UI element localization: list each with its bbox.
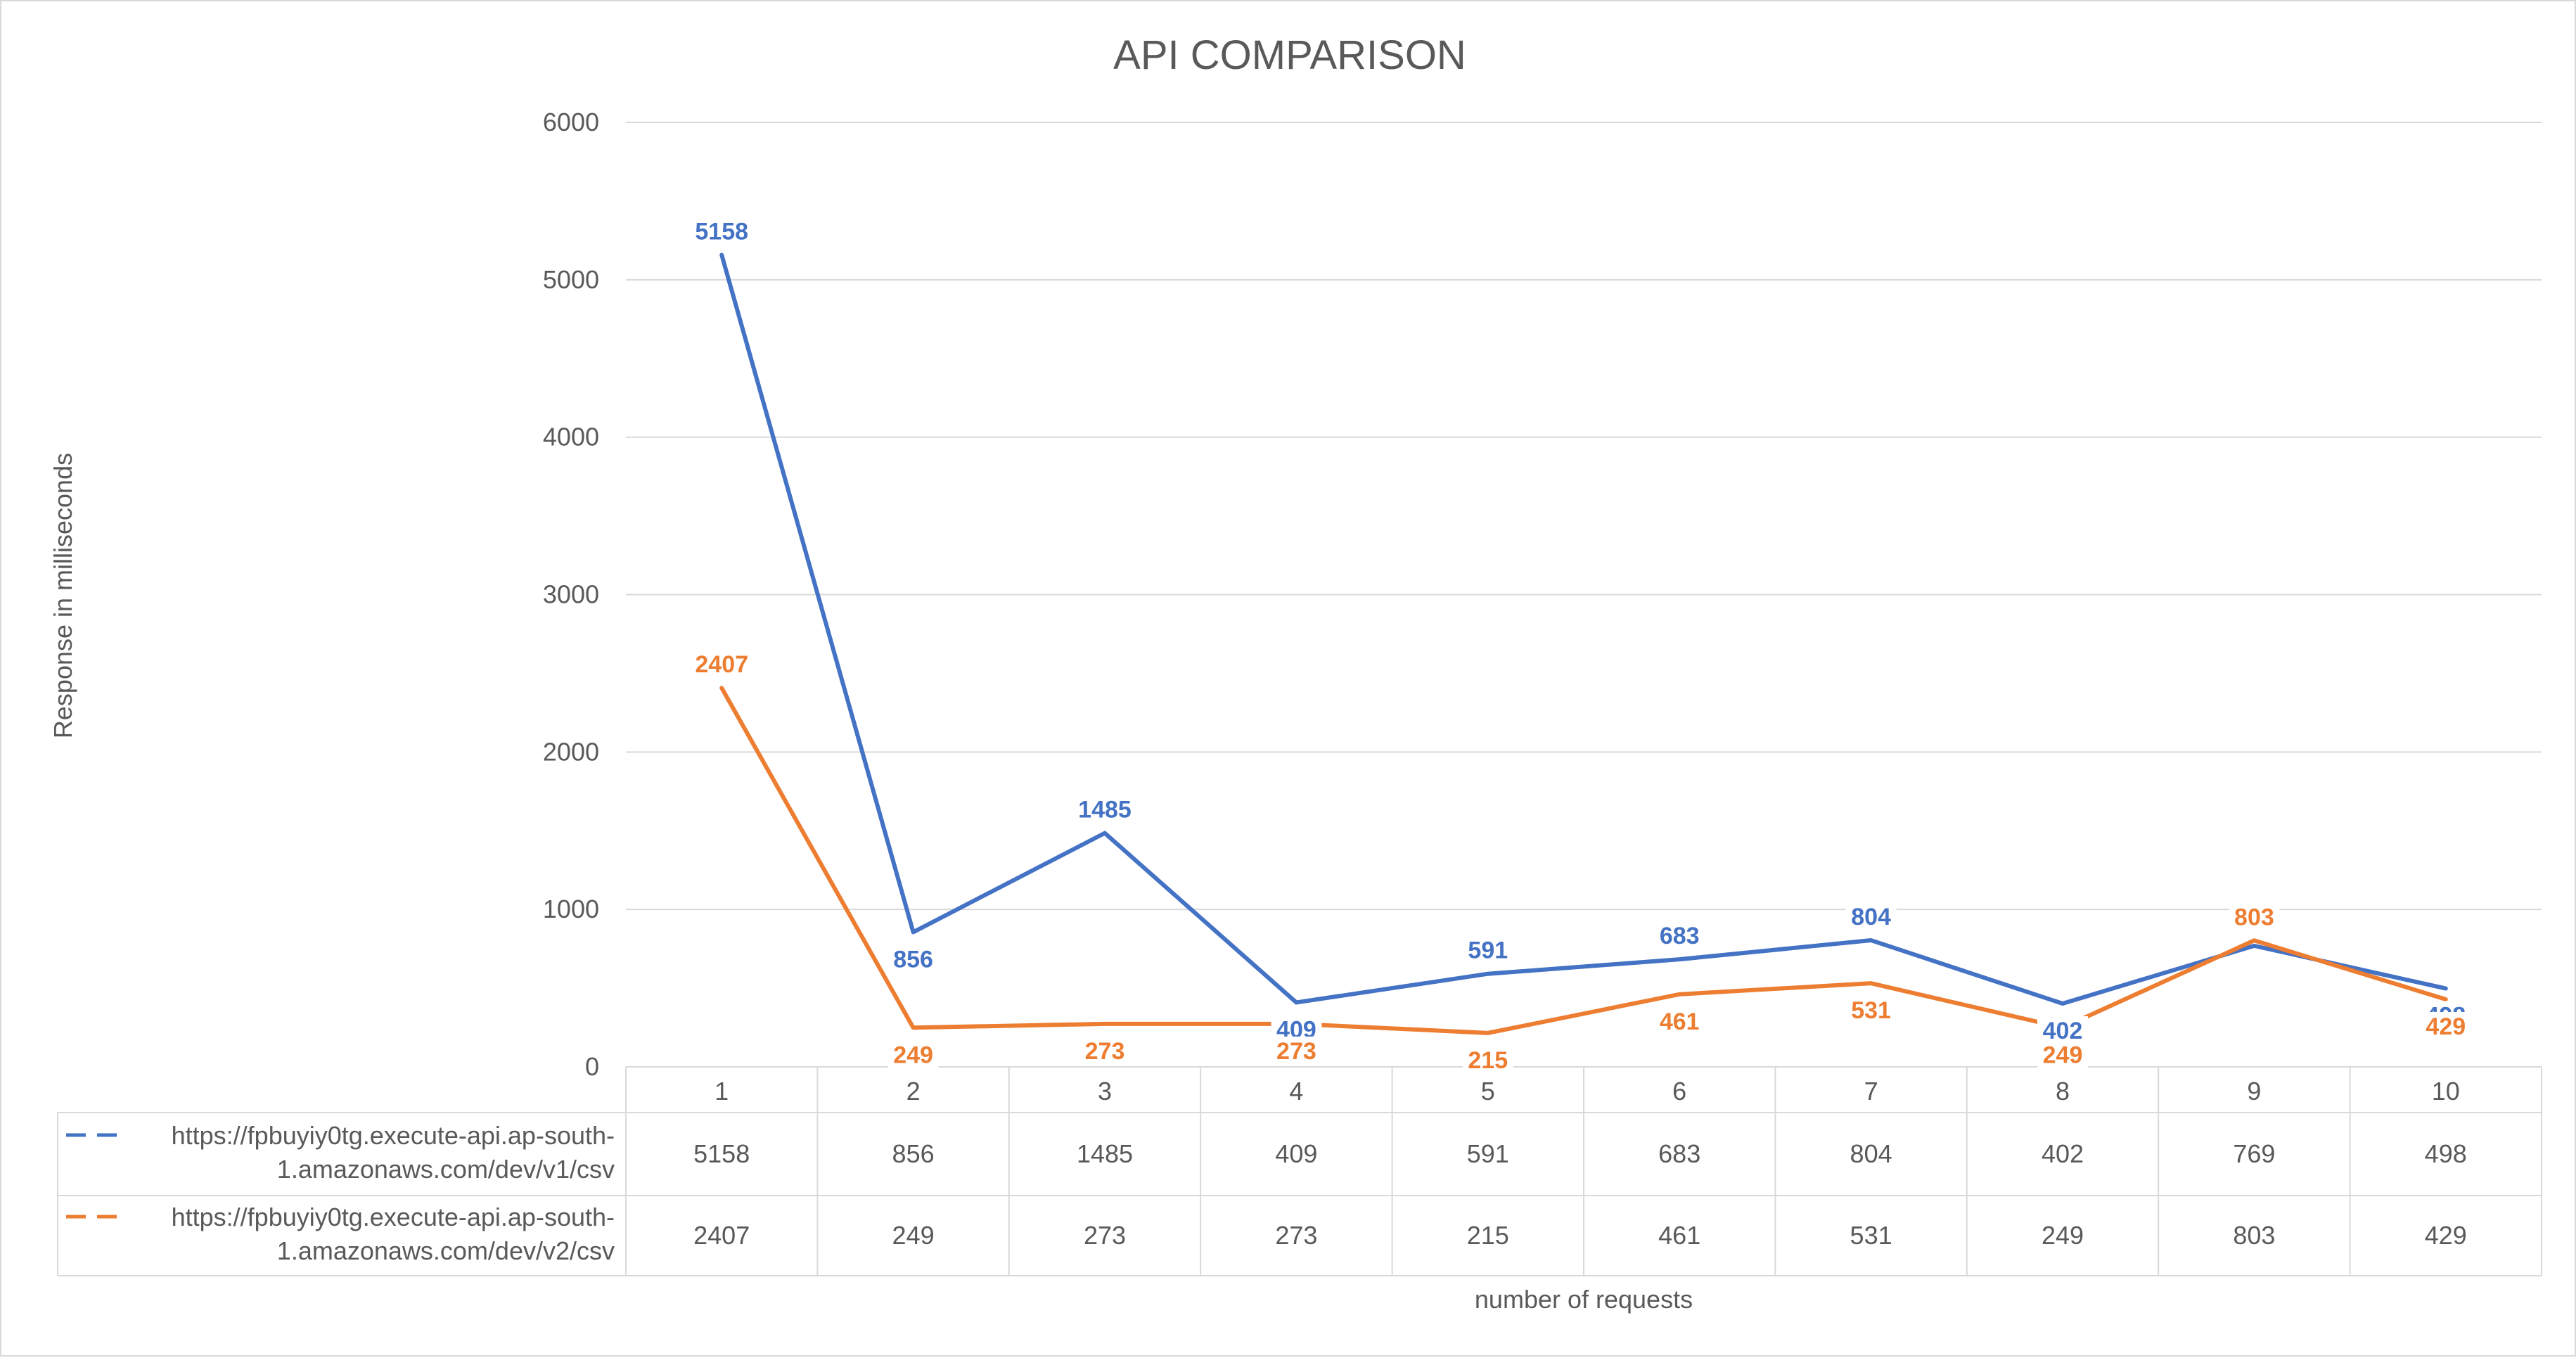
table-cell: 429 [2425,1221,2467,1250]
table-cell: 5158 [693,1139,750,1168]
data-label: 2407 [695,651,748,678]
table-cell: 804 [1850,1139,1892,1168]
x-tick-label: 2 [906,1077,921,1106]
data-label-bg [1654,921,1705,950]
data-label-bg [689,217,755,245]
data-labels: 5158856148540959168380440276949824072492… [689,217,2471,1074]
legend-label-2: 1.amazonaws.com/dev/v2/csv [277,1236,615,1265]
x-tick-label: 6 [1672,1077,1686,1106]
data-label-bg [887,1040,939,1069]
y-tick-label: 3000 [543,580,599,609]
data-label-bg [1072,795,1137,824]
x-axis-label: number of requests [1475,1285,1693,1314]
data-label: 683 [1660,923,1700,949]
y-tick-label: 4000 [543,423,599,451]
data-label: 249 [893,1042,933,1068]
y-tick-label: 0 [585,1052,599,1081]
data-label-bg [1845,996,1897,1025]
x-tick-label: 8 [2056,1077,2070,1106]
data-label: 591 [1468,937,1508,964]
x-tick-label: 5 [1481,1077,1495,1106]
table-cell: 531 [1850,1221,1892,1250]
table-cell: 769 [2233,1139,2275,1168]
x-tick-label: 7 [1864,1077,1878,1106]
data-label: 273 [1276,1038,1316,1065]
data-label-bg [1654,1006,1705,1035]
table-cell: 273 [1275,1221,1317,1250]
table-cell: 2407 [693,1221,750,1250]
data-label: 531 [1851,997,1891,1024]
data-label: 215 [1468,1047,1508,1074]
table-cell: 215 [1467,1221,1509,1250]
table-cell: 1485 [1077,1139,1133,1168]
chart-title: API COMPARISON [1113,32,1466,78]
table-cell: 498 [2425,1139,2467,1168]
data-label: 249 [2043,1042,2083,1068]
table-cell: 591 [1467,1139,1509,1168]
y-tick-label: 1000 [543,895,599,923]
data-label: 429 [2426,1013,2466,1040]
x-tick-label: 1 [715,1077,729,1106]
data-label: 856 [893,946,933,973]
table-cell: 683 [1658,1139,1700,1168]
y-tick-label: 5000 [543,265,599,294]
series-lines [719,252,2448,1035]
data-label: 461 [1660,1008,1700,1035]
y-axis-ticks: 0 1000 2000 3000 4000 5000 6000 [543,108,599,1081]
data-label-bg [1462,1045,1513,1074]
table-cell: 273 [1084,1221,1126,1250]
data-label: 273 [1085,1038,1125,1065]
y-tick-label: 6000 [543,108,599,136]
table-cell: 803 [2233,1221,2275,1250]
data-label: 1485 [1078,797,1132,824]
x-tick-label: 9 [2247,1077,2261,1106]
table-cell: 249 [2042,1221,2084,1250]
data-label-bg [2229,902,2280,931]
x-tick-label: 3 [1098,1077,1112,1106]
table-cell: 249 [892,1221,935,1250]
data-label: 5158 [695,218,748,245]
table-cell: 402 [2042,1139,2084,1168]
data-label-bg [1845,902,1897,931]
data-label-bg [887,944,939,973]
series-line-1 [719,252,2448,1006]
data-label-bg [2037,1040,2088,1069]
legend-label-2: https://fpbuyiy0tg.execute-api.ap-south- [172,1203,615,1231]
data-label-bg [1079,1036,1130,1065]
y-tick-label: 2000 [543,737,599,766]
data-label: 402 [2043,1018,2083,1044]
y-axis-label: Response in milliseconds [49,453,77,738]
series-line-2 [719,686,2448,1035]
table-cell: 856 [892,1139,935,1168]
legend-label-1: 1.amazonaws.com/dev/v1/csv [277,1155,615,1184]
data-label-bg [689,650,755,679]
data-table: 1 2 3 4 5 6 7 8 9 10 https://fpbuyiy0tg.execute-ap… [57,1066,2542,1276]
gridlines [626,122,2542,1068]
legend-label-1: https://fpbuyiy0tg.execute-api.ap-south- [172,1121,615,1150]
table-cell: 461 [1658,1221,1700,1250]
data-label-bg [1271,1036,1322,1065]
data-label-bg [2037,1016,2088,1045]
data-label: 804 [1851,904,1891,930]
data-label-bg [1462,935,1513,964]
x-tick-label: 10 [2432,1077,2460,1106]
data-label-bg [2420,1011,2471,1040]
table-cell: 409 [1275,1139,1317,1168]
data-label: 803 [2234,904,2274,930]
x-tick-label: 4 [1289,1077,1303,1106]
